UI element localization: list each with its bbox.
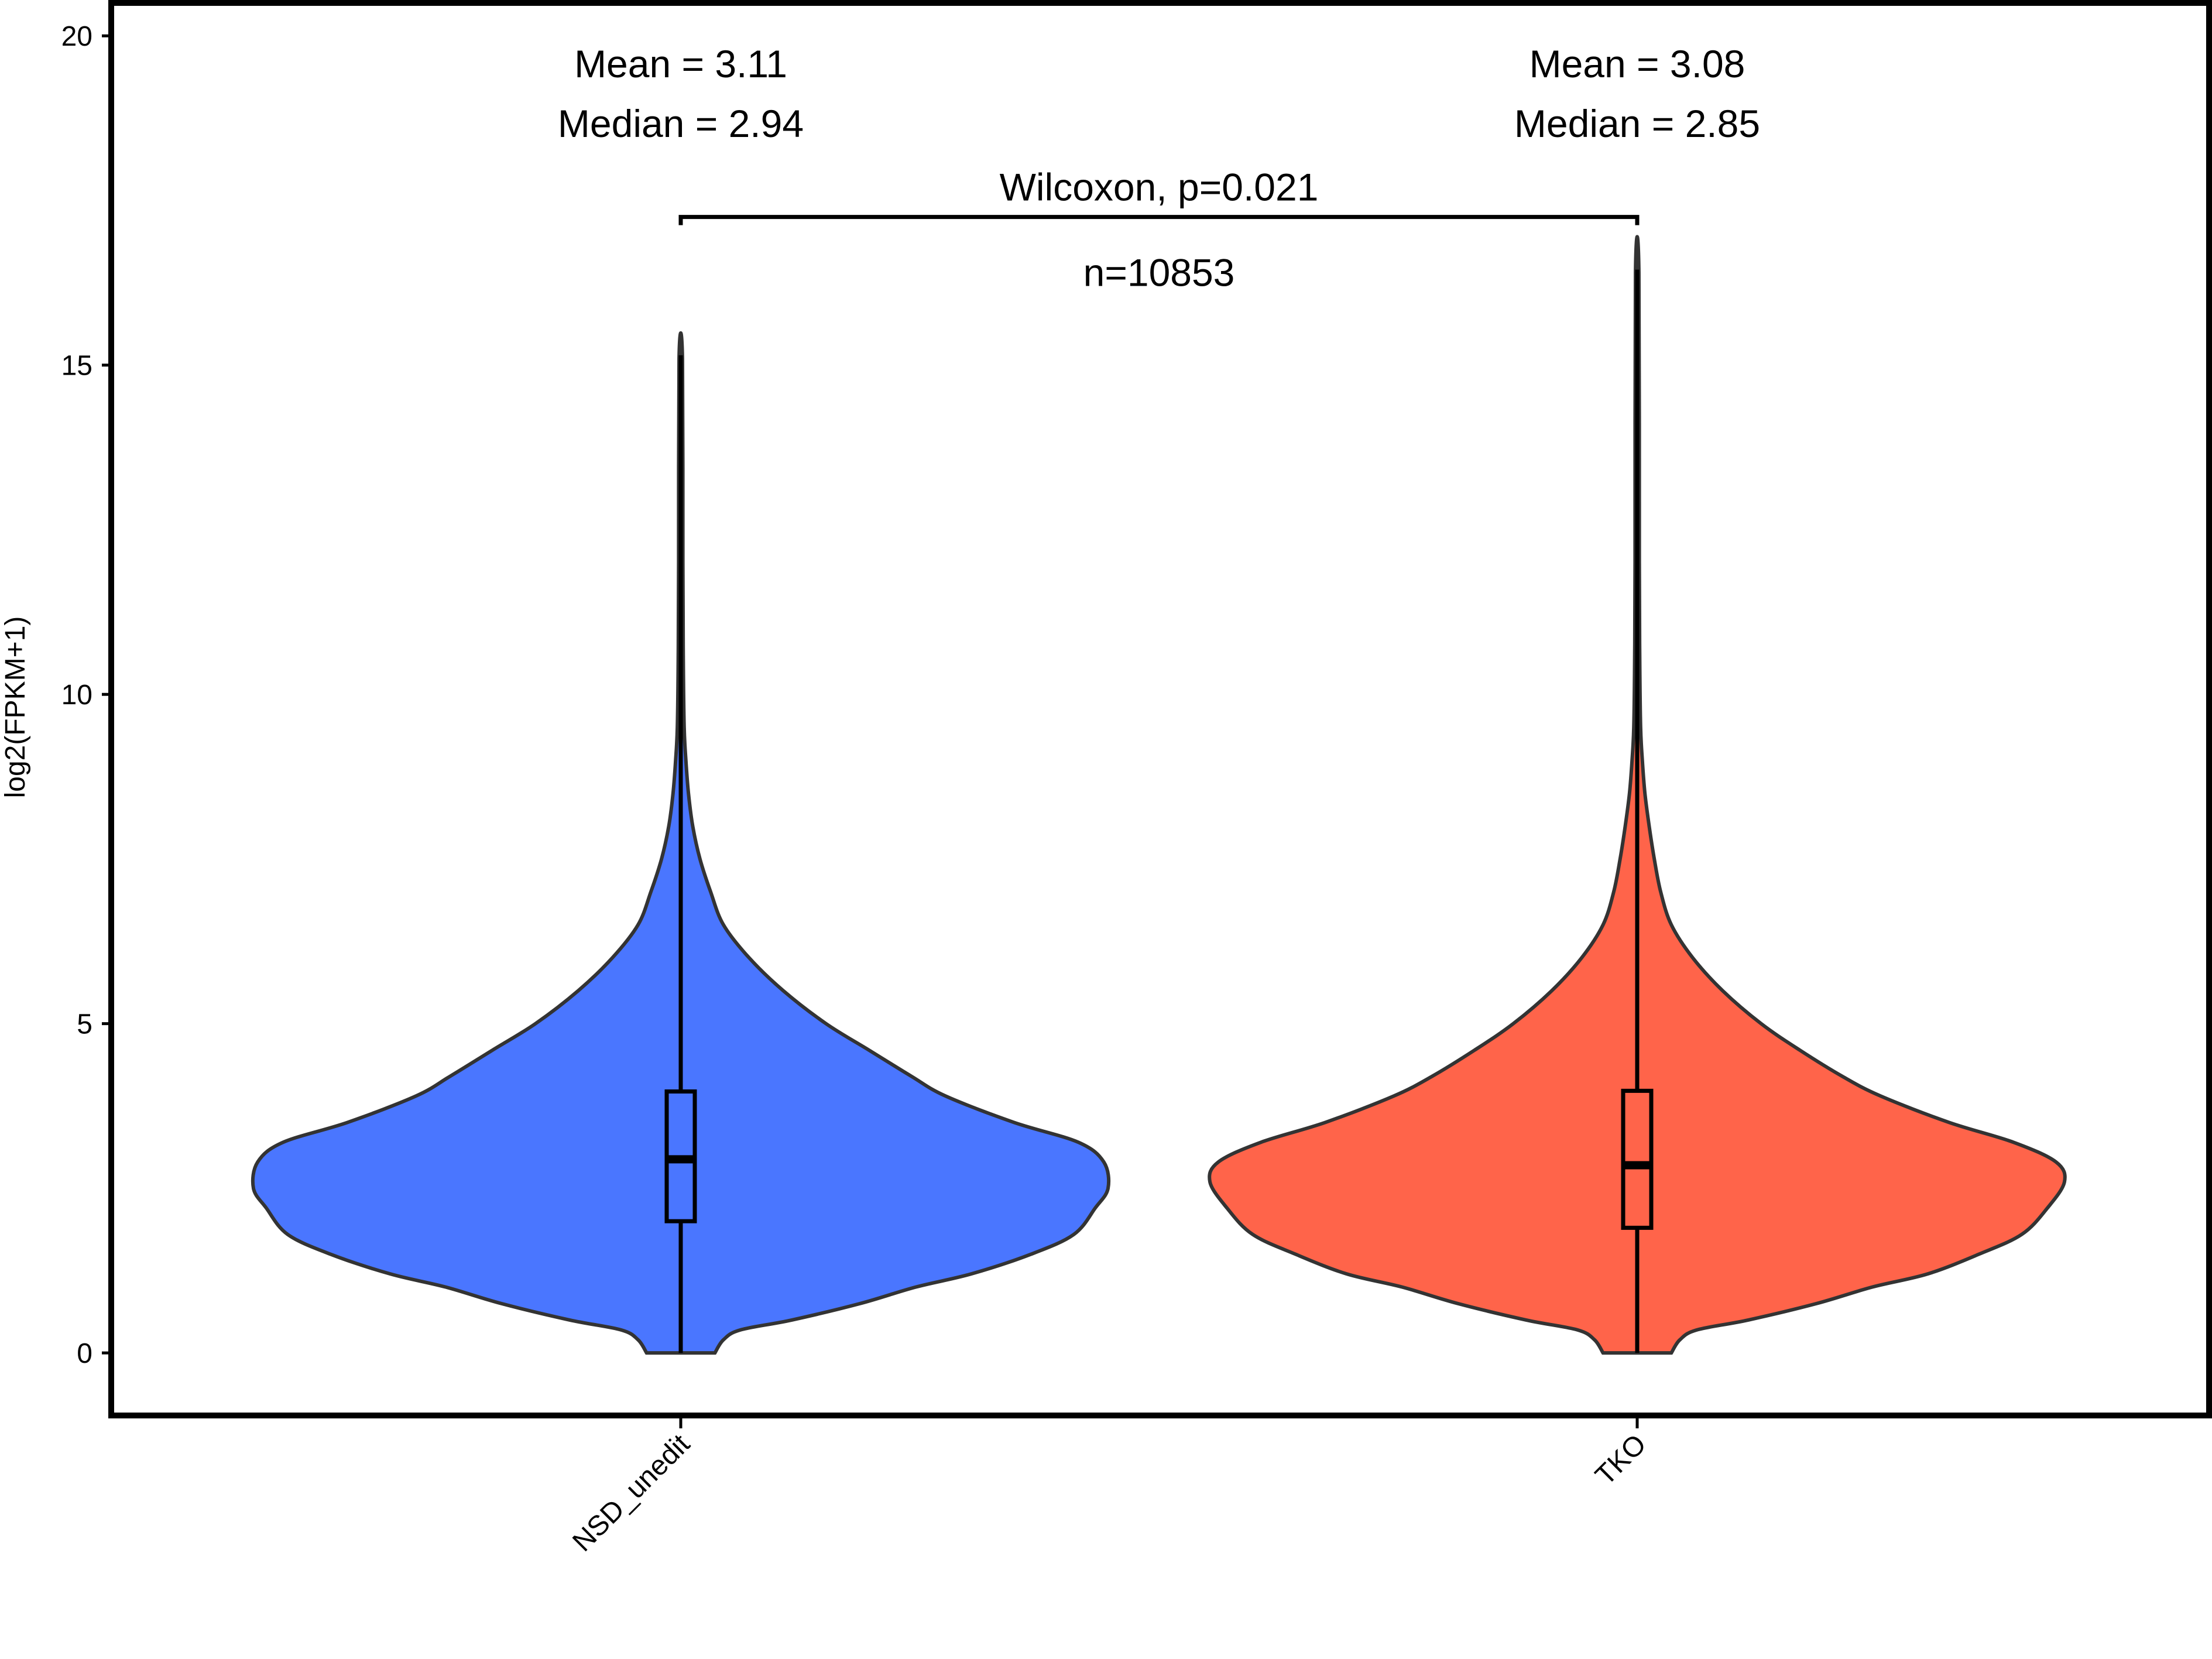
- mean-label-nsd-unedit: Mean = 3.11: [574, 42, 787, 85]
- median-label-nsd-unedit: Median = 2.94: [558, 102, 804, 145]
- y-tick-label: 20: [61, 21, 92, 52]
- x-tick-label-nsd-unedit: NSD_unedit: [567, 1428, 695, 1557]
- mean-label-tko: Mean = 3.08: [1529, 42, 1745, 85]
- y-tick-label: 5: [77, 1009, 92, 1040]
- annotations-layer: Mean = 3.11 Median = 2.94 Mean = 3.08 Media…: [558, 42, 1760, 145]
- plot-panel-border: [108, 0, 2212, 1418]
- y-axis-label: log2(FPKM+1): [0, 616, 31, 798]
- comparison-bracket: Wilcoxon, p=0.021 n=10853: [678, 166, 1640, 294]
- boxplots-layer: [664, 269, 1654, 1353]
- x-axis: NSD_unedit TKO: [567, 1415, 1652, 1558]
- median-label-tko: Median = 2.85: [1514, 102, 1760, 145]
- y-tick-label: 10: [61, 680, 92, 711]
- y-tick-label: 0: [77, 1338, 92, 1369]
- count-label: n=10853: [1083, 251, 1235, 294]
- y-axis: 0 5 10 15 20: [61, 21, 111, 1369]
- comparison-bracket-line: [678, 215, 1640, 225]
- box-tko: [1621, 1088, 1654, 1230]
- comparison-label: Wilcoxon, p=0.021: [1000, 166, 1319, 209]
- y-tick-label: 15: [61, 351, 92, 382]
- x-tick-label-tko: TKO: [1590, 1428, 1652, 1491]
